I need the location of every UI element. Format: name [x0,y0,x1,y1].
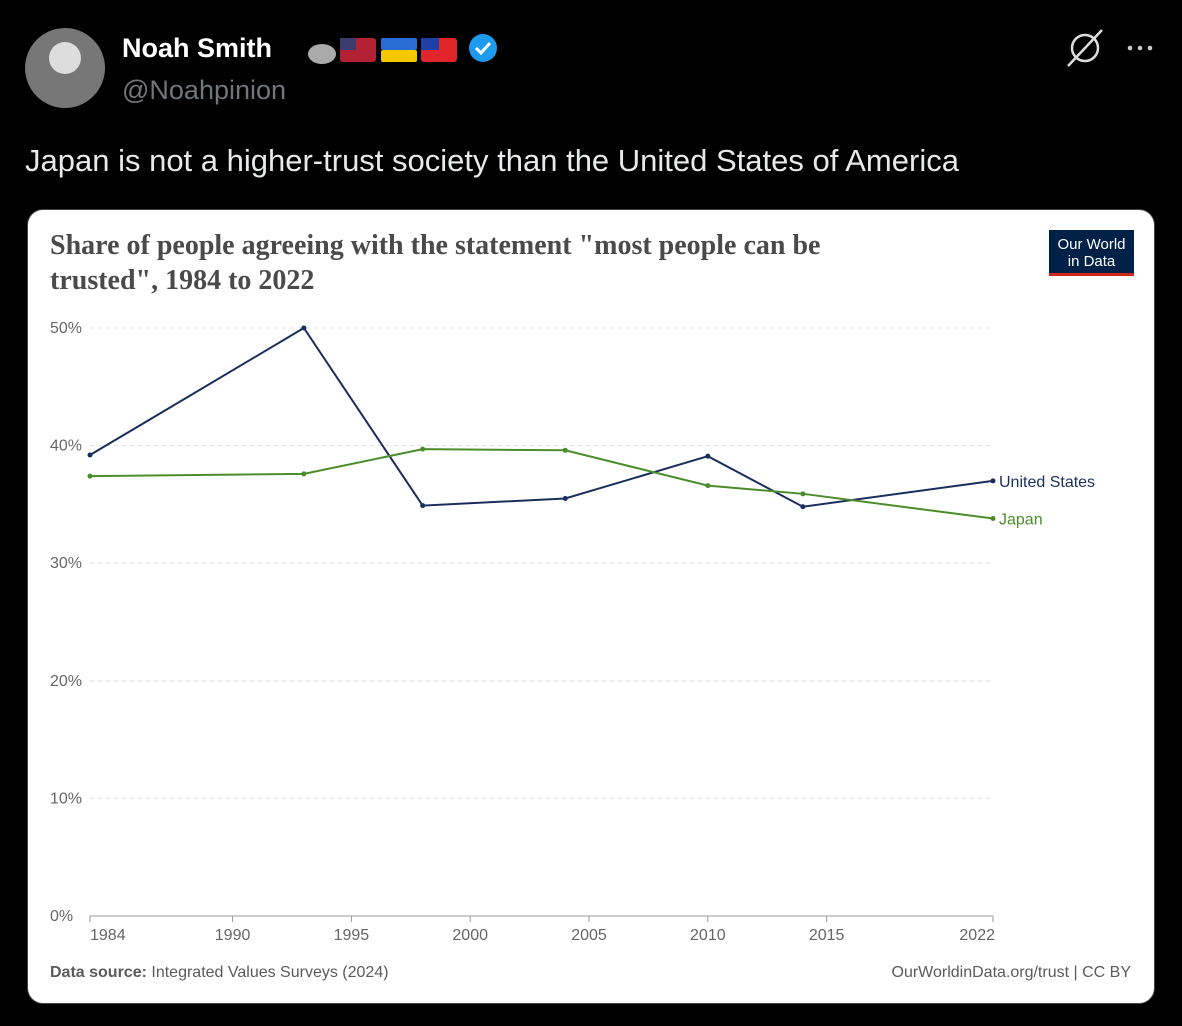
data-point [301,471,307,477]
author-name[interactable]: Noah Smith [122,33,272,63]
y-tick-label: 10% [50,790,82,807]
series-line [89,326,994,508]
x-tick-label: 1995 [334,927,370,944]
series-line [89,448,994,520]
data-point [301,325,307,331]
data-point [990,516,996,522]
logo-line: Our World [1057,236,1126,253]
data-point [800,504,806,510]
series-label: Japan [999,512,1043,529]
source-label: Data source: [50,964,147,981]
verified-check [474,41,492,56]
verified-badge [469,34,497,62]
series-label: United States [999,474,1095,491]
author-handle[interactable]: @Noahpinion [122,75,286,105]
data-point [990,478,996,484]
data-point [705,483,711,489]
post-text: Japan is not a higher-trust society than… [25,143,960,178]
y-tick-label: 50% [50,320,82,337]
y-tick-label: 0% [50,908,73,925]
data-point [800,491,806,497]
owid-logo[interactable]: Our World in Data [1049,230,1134,276]
chart-card[interactable] [27,209,1155,1004]
y-tick-label: 30% [50,555,82,572]
plot: 0% 10% 20% 30% 40% 50% 1984 1990 1995 2000 2005 201… [50,320,1095,944]
data-point [87,452,93,458]
x-tick-label: 2015 [809,927,845,944]
name-emoji [308,38,457,64]
data-point [420,446,426,452]
logo-line: in Data [1067,253,1116,270]
data-point [705,453,711,459]
data-point [562,496,568,502]
y-tick-label: 20% [50,673,82,690]
avatar-face [49,42,81,74]
x-tick-label: 1984 [90,927,126,944]
chart-title: Share of people agreeing with the statem… [50,230,821,296]
grok-icon[interactable] [1067,29,1103,67]
data-point [420,503,426,509]
data-point [562,447,568,453]
post-header: Noah Smith @Noahpinion Japan is not a hi… [25,28,1153,178]
x-tick-label: 1990 [215,927,251,944]
data-point [87,473,93,479]
x-tick-label: 2000 [452,927,488,944]
x-tick-label: 2010 [690,927,726,944]
source: Integrated Values Surveys (2024) [151,964,389,981]
credit[interactable]: OurWorldinData.org/trust | CC BY [891,964,1132,981]
x-tick-label: 2022 [959,927,995,944]
x-tick-label: 2005 [571,927,607,944]
source-note: Data source: Integrated Values Surveys (… [50,964,389,982]
y-tick-label: 40% [50,438,82,455]
more-button[interactable] [1127,45,1153,51]
